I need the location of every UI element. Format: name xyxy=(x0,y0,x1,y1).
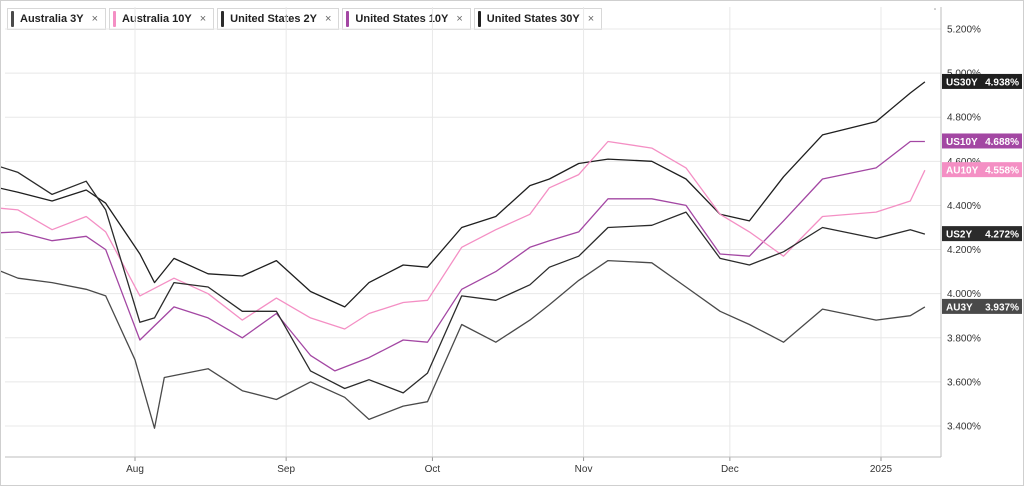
legend-tab-united-states-2y[interactable]: United States 2Y × xyxy=(217,8,340,30)
end-label-name: US10Y xyxy=(946,137,978,148)
end-label-name: US2Y xyxy=(946,230,972,241)
y-tick-label: 3.800% xyxy=(947,333,981,344)
close-icon[interactable]: × xyxy=(587,13,595,25)
series-color-swatch xyxy=(113,11,117,27)
series-line-united-states-10y[interactable] xyxy=(1,140,925,372)
legend-tab-united-states-30y[interactable]: United States 30Y × xyxy=(473,8,603,30)
end-label-background xyxy=(942,162,1022,178)
legend-tab-label: Australia 10Y xyxy=(122,13,192,25)
series-line-united-states-2y[interactable] xyxy=(1,157,926,394)
end-label-au10y: AU10Y 4.558% xyxy=(942,162,1022,178)
end-label-name: US30Y xyxy=(946,77,978,88)
end-label-name: AU3Y xyxy=(946,302,973,313)
y-tick-label: 3.600% xyxy=(947,377,981,388)
x-tick-label: Aug xyxy=(126,464,144,475)
end-label-background xyxy=(942,226,1022,242)
series-line-australia-3y[interactable] xyxy=(1,258,926,429)
end-label-background xyxy=(942,133,1022,149)
y-tick-label: 4.800% xyxy=(947,113,981,124)
series-line-united-states-30y[interactable] xyxy=(1,81,926,308)
y-tick-label: 4.200% xyxy=(947,245,981,256)
axes: 3.400%3.600%3.800%4.000%4.200%4.400%4.60… xyxy=(5,7,981,475)
grid xyxy=(5,7,941,457)
legend-tab-united-states-10y[interactable]: United States 10Y × xyxy=(342,8,471,30)
legend-tab-label: United States 10Y xyxy=(355,13,449,25)
series-legend: Australia 3Y × Australia 10Y × United St… xyxy=(7,8,603,30)
end-label-background xyxy=(942,298,1022,314)
legend-tab-label: Australia 3Y xyxy=(20,13,84,25)
end-label-value: 3.937% xyxy=(985,302,1019,313)
end-label-value: 4.272% xyxy=(985,230,1019,241)
series-color-swatch xyxy=(221,11,225,27)
close-icon[interactable]: × xyxy=(324,13,332,25)
close-icon[interactable]: × xyxy=(199,13,207,25)
close-icon[interactable]: × xyxy=(456,13,463,25)
end-label-value: 4.688% xyxy=(985,137,1019,148)
end-value-labels: US30Y 4.938% US10Y 4.688% AU10Y 4.558% US2Y 4.2… xyxy=(942,73,1022,314)
end-label-value: 4.558% xyxy=(985,166,1019,177)
end-label-au3y: AU3Y 3.937% xyxy=(942,298,1022,314)
series-lines xyxy=(1,81,926,429)
x-tick-label: 2025 xyxy=(870,464,893,475)
series-color-swatch xyxy=(346,11,350,27)
end-label-us10y: US10Y 4.688% xyxy=(942,133,1022,149)
x-tick-label: Dec xyxy=(721,464,739,475)
y-tick-label: 4.000% xyxy=(947,289,981,300)
y-tick-label: 4.400% xyxy=(947,201,981,212)
end-label-background xyxy=(942,73,1022,89)
legend-tab-label: United States 30Y xyxy=(486,13,580,25)
legend-tab-label: United States 2Y xyxy=(230,13,317,25)
series-color-swatch xyxy=(11,11,14,27)
end-label-us2y: US2Y 4.272% xyxy=(942,226,1022,242)
series-color-swatch xyxy=(477,11,481,27)
end-label-name: AU10Y xyxy=(946,166,979,177)
y-tick-label: 3.400% xyxy=(947,422,981,433)
top-marker-dot xyxy=(934,8,936,10)
end-label-us30y: US30Y 4.938% xyxy=(942,73,1022,89)
y-tick-label: 5.200% xyxy=(947,25,981,36)
close-icon[interactable]: × xyxy=(91,13,99,25)
x-tick-label: Sep xyxy=(277,464,295,475)
x-tick-label: Nov xyxy=(575,464,593,475)
x-tick-label: Oct xyxy=(425,464,441,475)
series-line-australia-10y[interactable] xyxy=(1,140,926,330)
end-label-value: 4.938% xyxy=(985,77,1019,88)
